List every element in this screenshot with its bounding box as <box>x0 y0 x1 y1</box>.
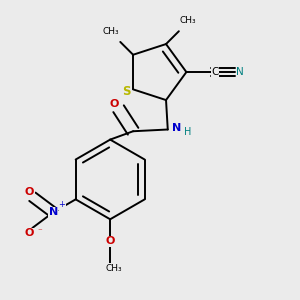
Text: O: O <box>106 236 115 247</box>
Text: CH₃: CH₃ <box>103 27 120 36</box>
Text: H: H <box>184 127 191 137</box>
Text: N: N <box>49 207 58 218</box>
Text: N: N <box>172 123 181 133</box>
Text: O: O <box>110 98 119 109</box>
Text: CH₃: CH₃ <box>105 264 122 273</box>
Text: O: O <box>24 228 34 238</box>
Text: N: N <box>236 67 244 77</box>
Text: ⁻: ⁻ <box>37 228 42 237</box>
Text: +: + <box>58 200 65 209</box>
Text: C: C <box>212 67 219 77</box>
Text: CH₃: CH₃ <box>179 16 196 25</box>
Text: O: O <box>25 187 34 196</box>
Text: S: S <box>123 85 131 98</box>
